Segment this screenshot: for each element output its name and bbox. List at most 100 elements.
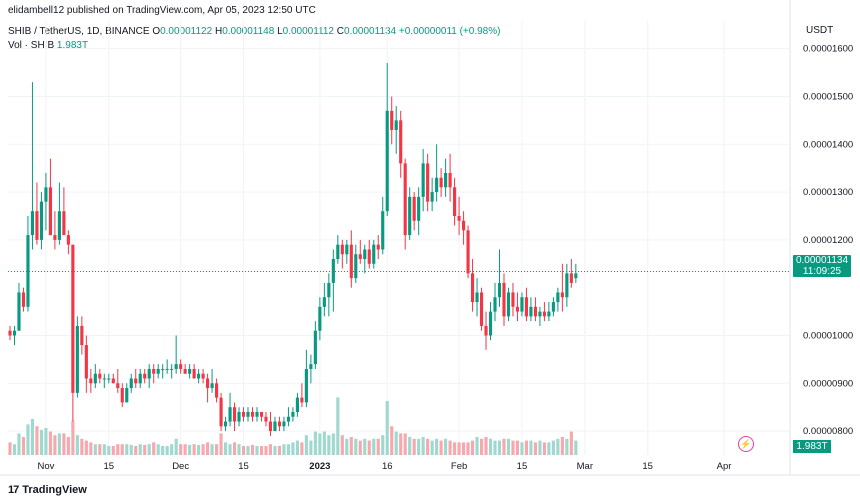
candle-body [75,325,79,393]
volume-bar [125,444,129,455]
candle-body [30,211,35,236]
volume-bar [453,442,457,455]
candle-body [125,388,129,403]
volume-bar [170,444,174,455]
x-tick-label: 15 [642,461,653,472]
candle-body [435,177,439,193]
candle-body [322,297,326,307]
candle-body [246,411,250,417]
candle-body [542,311,546,317]
candle-body [376,244,380,250]
volume-bar [129,444,133,455]
volume-bar [300,442,304,455]
volume-bar [39,429,44,455]
volume-bar [421,437,425,455]
volume-bar [322,431,326,455]
y-tick-label: 0.00001600 [803,44,853,55]
candle-body [453,187,457,216]
volume-bar [98,444,102,455]
volume-bar [461,442,466,455]
volume-bar [48,431,52,455]
volume-bar [134,446,138,455]
low-value: 0.00001112 [282,26,334,37]
volume-bar [309,440,313,455]
volume-bar [345,438,349,455]
candle-body [408,196,412,236]
volume-bar [524,440,529,455]
candle-body [444,172,448,188]
candle-body [93,373,97,384]
candle-body [300,397,304,403]
candle-body [556,292,560,303]
candle-body [336,244,340,260]
candle-body [565,273,569,298]
candle-body [223,421,228,427]
candle-body [232,407,237,422]
volume-bar [367,440,371,455]
candle-body [57,211,61,240]
volume-bar [295,440,299,455]
y-tick-label: 0.00001300 [803,187,853,198]
volume-label[interactable]: Vol · SHIB [8,40,55,51]
candle-body [466,230,470,274]
currency-label[interactable]: USDT [806,25,834,36]
y-tick-label: 0.00001400 [803,139,853,150]
volume-bar [62,433,66,455]
candle-body [259,411,264,417]
volume-bar [156,444,160,455]
tradingview-logo[interactable]: 17 TradingView [8,484,87,496]
candle-body [138,373,142,384]
candle-body [255,411,259,417]
candle-body [331,259,335,283]
candle-body [318,306,322,331]
volume-bar [250,444,255,455]
volume-bar [183,444,187,455]
volume-bar [215,444,219,455]
x-tick-label: 15 [517,461,528,472]
close-label: C [336,26,345,37]
volume-bar [197,444,201,455]
y-tick-label: 0.00001200 [803,235,853,246]
volume-bar [165,446,169,455]
candle-body [89,378,93,384]
volume-bar [493,440,497,455]
volume-bar [529,440,533,455]
volume-bar [515,440,520,455]
candle-body [241,411,246,417]
volume-bar [354,438,358,455]
candle-body [183,368,187,374]
candle-body [457,215,461,221]
volume-bar [560,437,564,455]
volume-bar [412,438,416,455]
volume-bar [479,438,484,455]
volume-bar [120,444,124,455]
candle-body [574,273,578,279]
volume-bar [313,431,317,455]
volume-bar [152,442,156,455]
candle-body [551,302,555,312]
volume-bar [57,433,61,455]
candle-body [497,282,502,298]
candle-body [295,397,299,412]
candle-body [403,163,407,236]
y-tick-label: 0.00001000 [803,330,853,341]
volume-bar [246,446,250,455]
candle-body [80,325,84,346]
candle-body [44,187,48,202]
volume-bar [551,440,555,455]
x-tick-label: Mar [577,461,593,472]
volume-bar [318,433,322,455]
candle-body [116,383,120,389]
symbol-name[interactable]: SHIB / TetherUS, 1D, BINANCE [8,26,150,37]
candle-body [426,163,430,202]
y-tick-label: 0.00000900 [803,378,853,389]
candle-body [421,163,425,197]
candle-body [120,388,124,403]
volume-bar [470,440,475,455]
candle-body [412,196,416,221]
lightning-icon[interactable]: ⚡ [738,436,754,452]
candle-body [170,368,174,370]
volume-bar [147,444,151,455]
candle-body [48,187,52,236]
